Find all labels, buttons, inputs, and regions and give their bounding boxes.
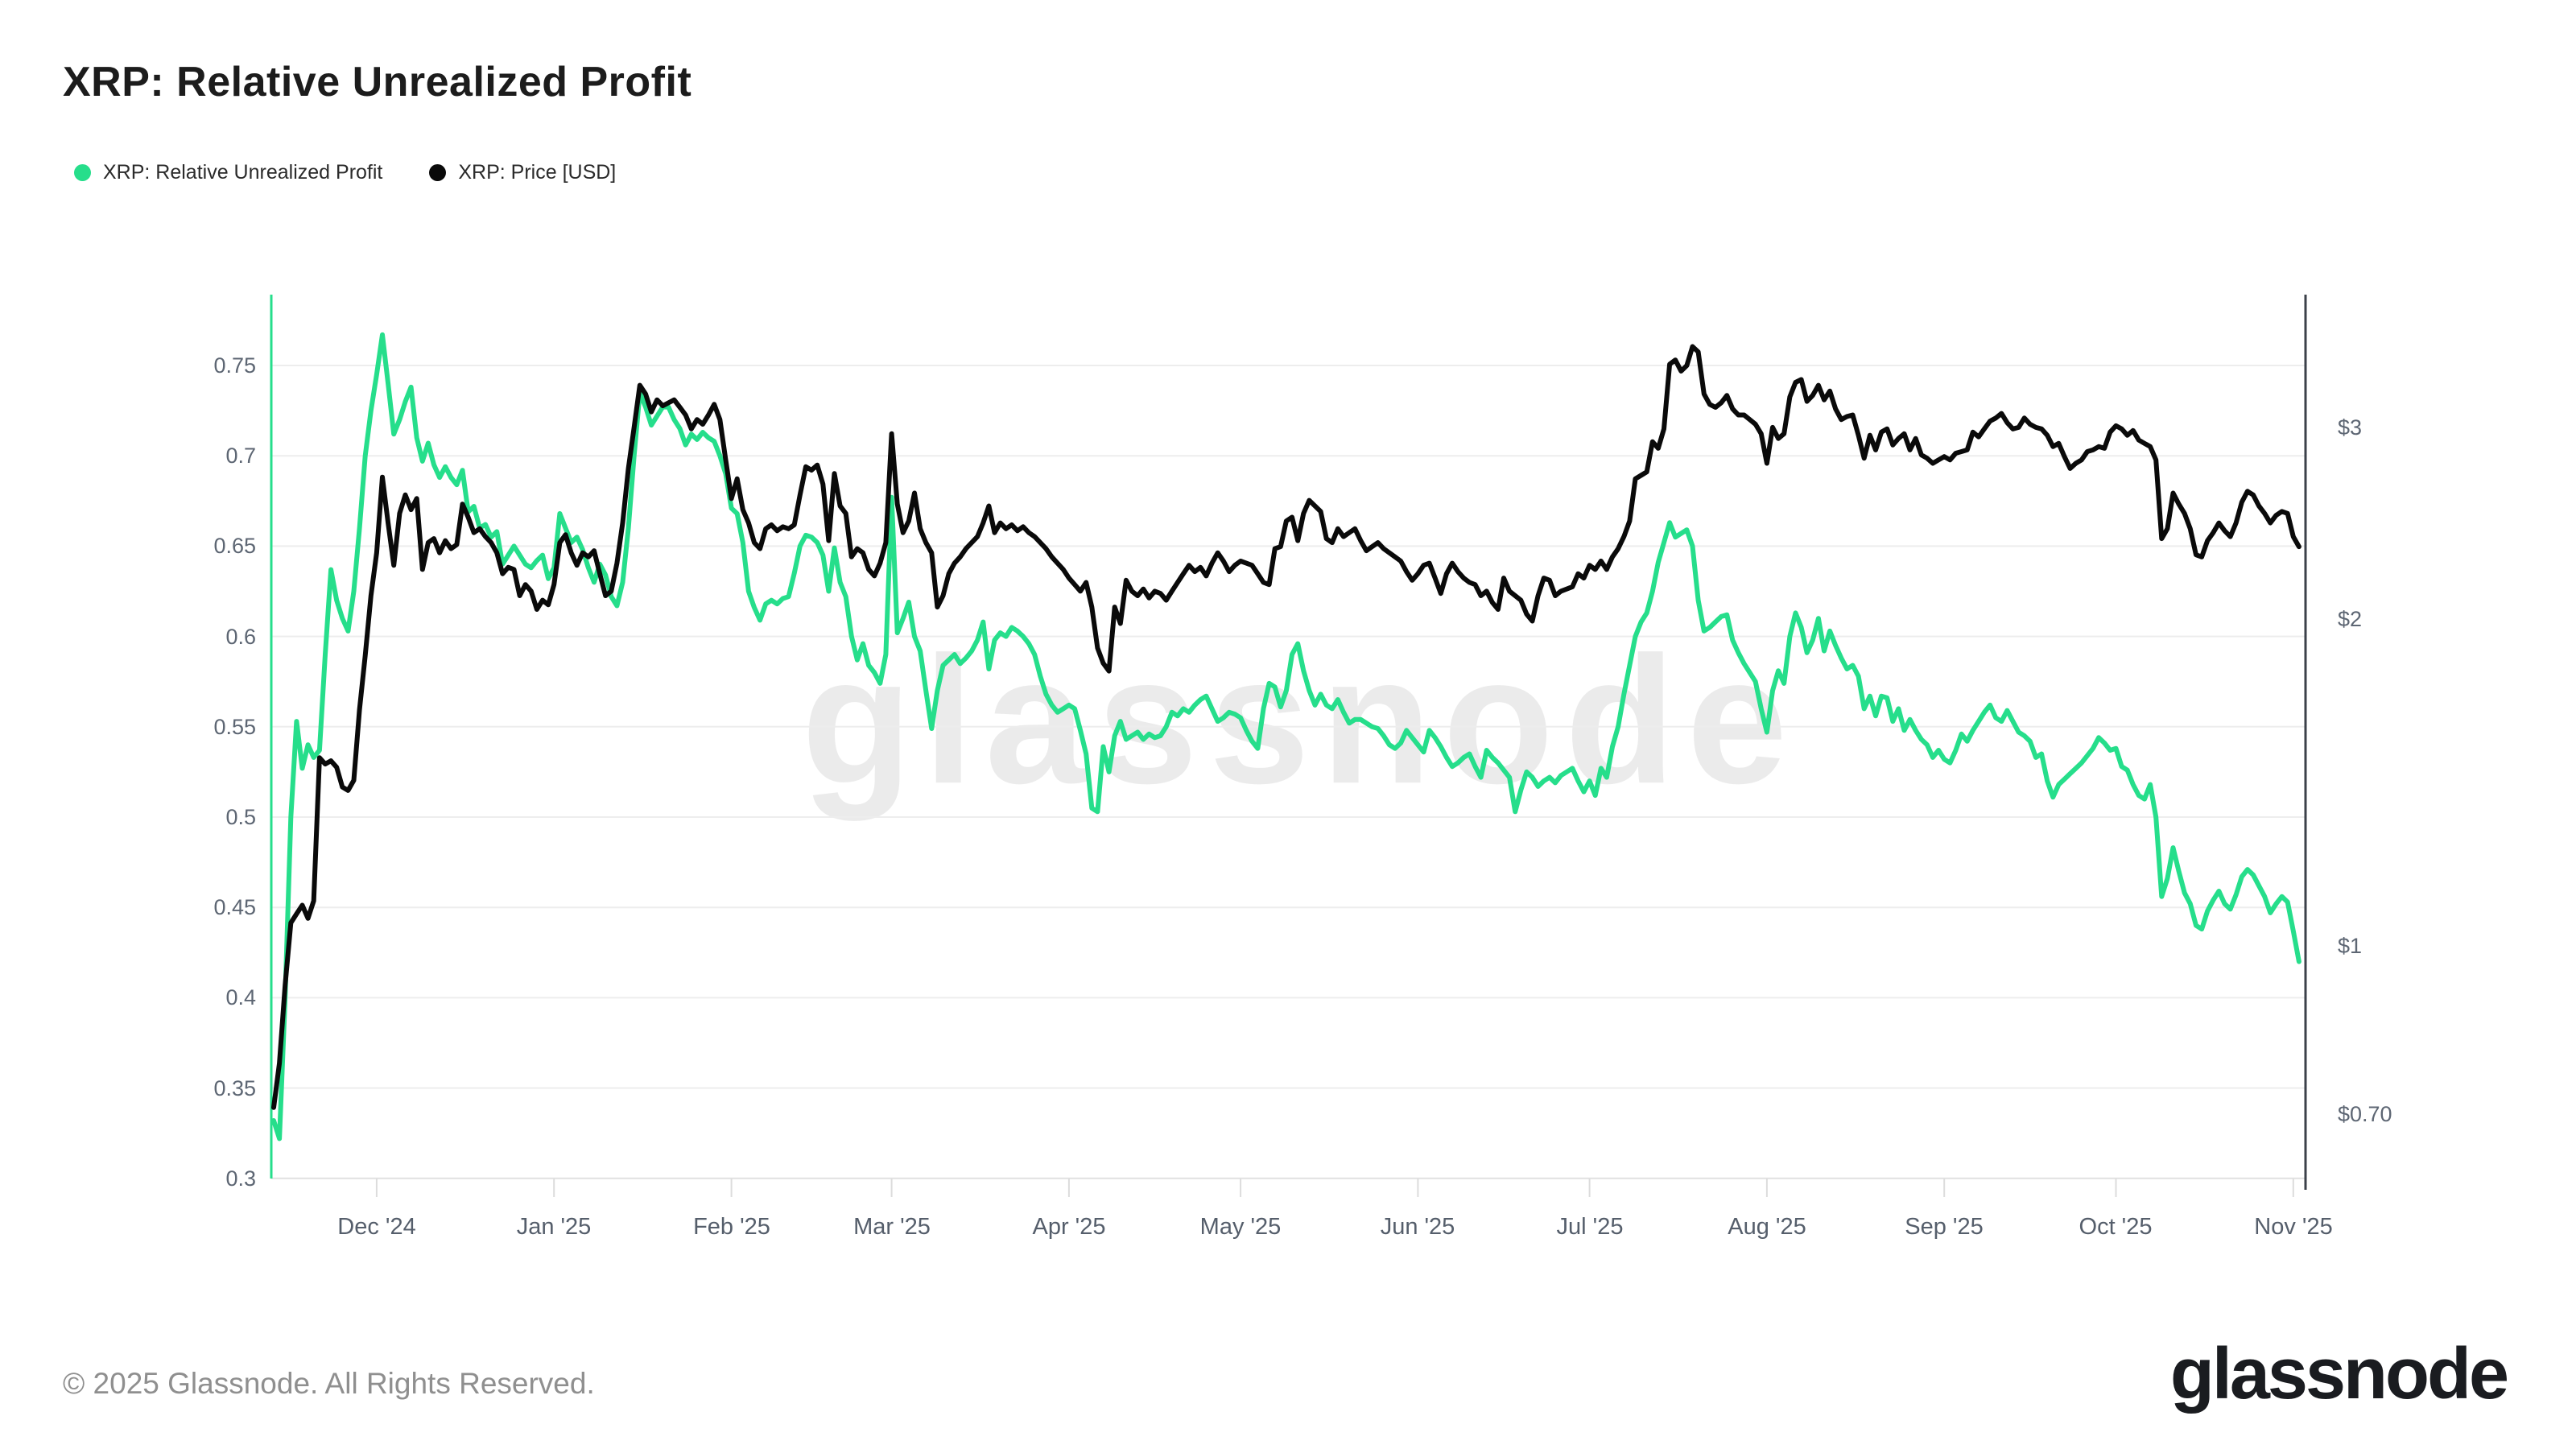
y-right-tick-label: $1	[2338, 934, 2363, 958]
gridlines	[271, 365, 2306, 1179]
legend-label-relative-unrealized-profit: XRP: Relative Unrealized Profit	[103, 161, 383, 184]
y-left-tick-label: 0.7	[225, 444, 256, 468]
legend-label-price-usd: XRP: Price [USD]	[458, 161, 617, 184]
x-tick-label: Aug '25	[1728, 1214, 1806, 1240]
x-tick-label: Apr '25	[1032, 1214, 1106, 1240]
legend: XRP: Relative Unrealized Profit XRP: Pri…	[74, 161, 616, 184]
y-axis-left-labels: 0.75 0.7 0.65 0.6 0.55 0.5 0.45 0.4 0.35 0.3	[0, 0, 256, 1449]
x-tick-label: Mar '25	[853, 1214, 931, 1240]
series-line-price	[271, 344, 2301, 1110]
legend-dot-green-icon	[74, 164, 91, 181]
y-left-tick-label: 0.4	[225, 985, 256, 1009]
legend-dot-black-icon	[429, 164, 447, 181]
y-left-tick-label: 0.45	[213, 895, 256, 919]
page-title: XRP: Relative Unrealized Profit	[63, 59, 692, 105]
series-line-rup	[271, 332, 2301, 1141]
x-tick-label: Jan '25	[516, 1214, 592, 1240]
y-right-tick-label: $2	[2338, 607, 2363, 631]
y-right-tick-label: $3	[2338, 415, 2363, 440]
y-left-tick-label: 0.75	[213, 353, 256, 378]
x-tick-label: May '25	[1199, 1214, 1282, 1240]
x-tick-label: Feb '25	[693, 1214, 770, 1240]
month-ticks	[375, 1179, 2294, 1197]
x-tick-label: Jul '25	[1556, 1214, 1624, 1240]
y-right-tick-label: $0.70	[2338, 1102, 2392, 1126]
y-left-tick-label: 0.55	[213, 715, 256, 739]
y-axis-right-labels: $3 $2 $1 $0.70	[2331, 0, 2573, 1449]
y-left-tick-label: 0.6	[225, 625, 256, 649]
y-left-tick-label: 0.65	[213, 534, 256, 558]
x-tick-label: Oct '25	[2079, 1214, 2153, 1240]
y-left-tick-label: 0.35	[213, 1076, 256, 1100]
legend-item-relative-unrealized-profit[interactable]: XRP: Relative Unrealized Profit	[74, 161, 382, 184]
y-left-tick-label: 0.5	[225, 805, 256, 829]
glassnode-logo: glassnode	[2169, 1334, 2509, 1414]
x-tick-label: Dec '24	[337, 1214, 416, 1240]
legend-item-price-usd[interactable]: XRP: Price [USD]	[429, 161, 616, 184]
y-left-tick-label: 0.3	[225, 1166, 256, 1191]
x-tick-label: Jun '25	[1380, 1214, 1455, 1240]
copyright-text: © 2025 Glassnode. All Rights Reserved.	[63, 1367, 595, 1400]
x-tick-label: Sep '25	[1905, 1214, 1984, 1240]
x-tick-label: Nov '25	[2254, 1214, 2333, 1240]
